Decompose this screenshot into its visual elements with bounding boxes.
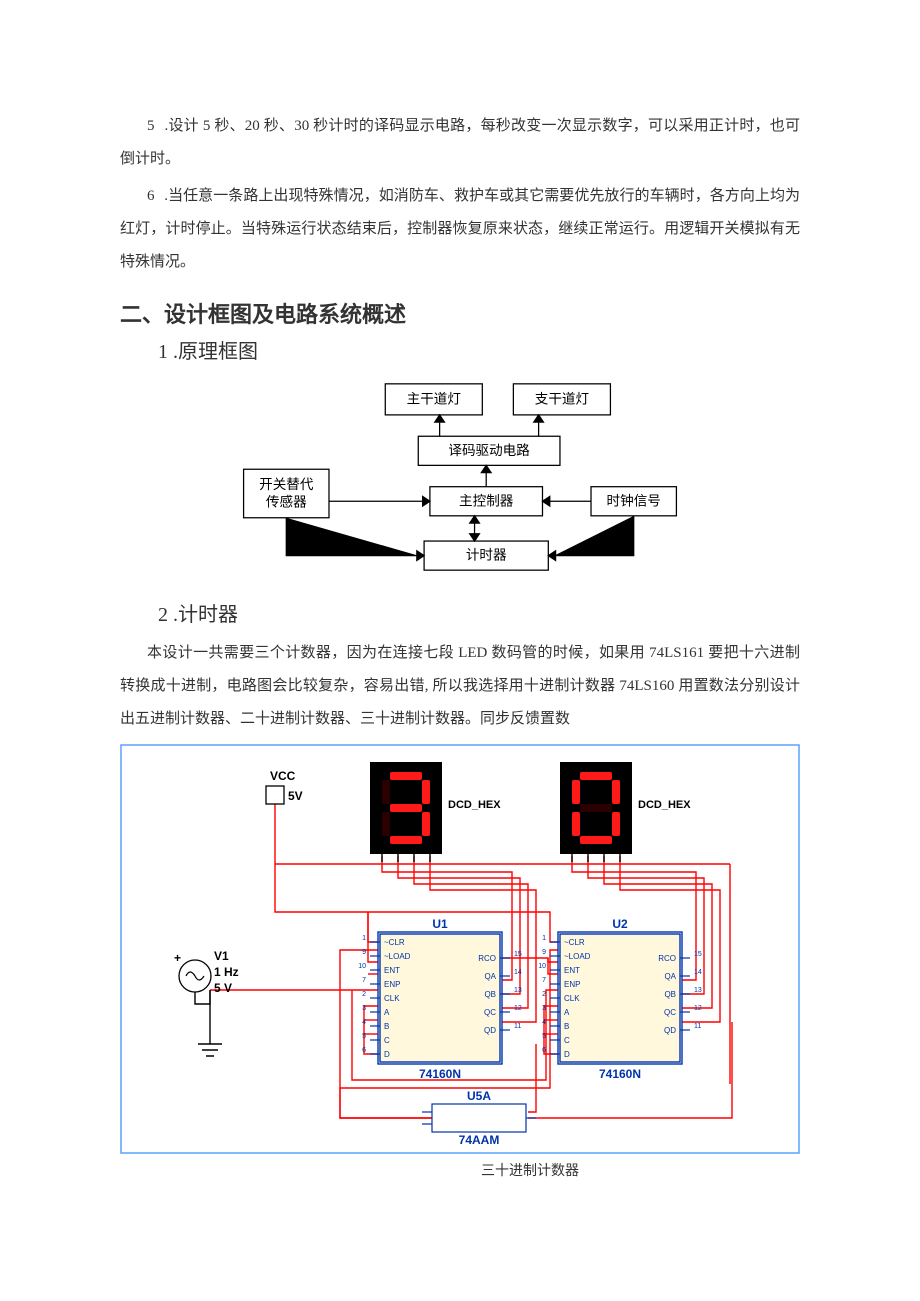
svg-text:RCO: RCO — [658, 954, 676, 963]
heading-subsection-2-1: 1 .原理框图 — [158, 335, 800, 364]
paragraph-6: 6 .当任意一条路上出现特殊情况，如消防车、救护车或其它需要优先放行的车辆时，各… — [120, 180, 800, 279]
svg-text:RCO: RCO — [478, 954, 496, 963]
svg-text:CLK: CLK — [564, 994, 580, 1003]
svg-text:V1: V1 — [214, 949, 229, 963]
list-number: 5 — [147, 118, 155, 134]
svg-text:2: 2 — [542, 991, 546, 998]
svg-text:C: C — [384, 1036, 390, 1045]
svg-text:5: 5 — [542, 1033, 546, 1040]
svg-text:QD: QD — [664, 1026, 676, 1035]
document-page: 5 .设计 5 秒、20 秒、30 秒计时的译码显示电路，每秒改变一次显示数字，… — [0, 0, 920, 1220]
svg-text:74AAM: 74AAM — [459, 1133, 500, 1147]
svg-text:计时器: 计时器 — [466, 548, 507, 563]
svg-text:14: 14 — [514, 969, 522, 976]
svg-text:3: 3 — [362, 1005, 366, 1012]
svg-text:VCC: VCC — [270, 769, 296, 783]
svg-text:15: 15 — [514, 951, 522, 958]
paragraph-text: .设计 5 秒、20 秒、30 秒计时的译码显示电路，每秒改变一次显示数字，可以… — [120, 118, 800, 167]
svg-text:~CLR: ~CLR — [384, 938, 405, 947]
svg-text:QD: QD — [484, 1026, 496, 1035]
list-number: 6 — [147, 188, 155, 204]
svg-text:ENP: ENP — [384, 980, 400, 989]
svg-text:QA: QA — [484, 972, 496, 981]
svg-text:11: 11 — [514, 1023, 521, 1030]
svg-text:5: 5 — [362, 1033, 366, 1040]
svg-text:ENT: ENT — [564, 966, 580, 975]
svg-text:U2: U2 — [612, 917, 628, 931]
svg-text:6: 6 — [542, 1047, 546, 1054]
svg-text:DCD_HEX: DCD_HEX — [638, 799, 691, 811]
svg-text:支干道灯: 支干道灯 — [535, 391, 590, 406]
svg-text:B: B — [384, 1022, 389, 1031]
svg-text:4: 4 — [542, 1019, 546, 1026]
heading-section-2: 二、设计框图及电路系统概述 — [120, 297, 800, 329]
svg-text:74160N: 74160N — [419, 1067, 461, 1081]
svg-text:12: 12 — [694, 1005, 702, 1012]
svg-text:2: 2 — [362, 991, 366, 998]
svg-text:C: C — [564, 1036, 570, 1045]
svg-text:15: 15 — [694, 951, 702, 958]
svg-text:10: 10 — [538, 963, 546, 970]
figure-caption: 三十进制计数器 — [260, 1160, 800, 1180]
svg-text:QB: QB — [664, 990, 676, 999]
svg-text:ENP: ENP — [564, 980, 580, 989]
svg-text:4: 4 — [362, 1019, 366, 1026]
svg-text:主控制器: 主控制器 — [459, 493, 514, 508]
block-diagram: 主干道灯 支干道灯译码驱动电路开关替代传感器 主控制器 时钟信号计时器 — [230, 374, 690, 580]
circuit-diagram: VCC 5V + V1 1 Hz 5 V DCD_HEX DCD_HEX U1 ~CLR 1 ~LOA… — [120, 744, 800, 1154]
svg-text:D: D — [564, 1050, 570, 1059]
svg-text:~LOAD: ~LOAD — [384, 952, 411, 961]
svg-text:5V: 5V — [288, 789, 303, 803]
svg-text:5 V: 5 V — [214, 981, 232, 995]
svg-text:主干道灯: 主干道灯 — [407, 391, 462, 406]
svg-text:译码驱动电路: 译码驱动电路 — [448, 443, 530, 458]
svg-text:B: B — [564, 1022, 569, 1031]
heading-subsection-2-2: 2 .计时器 — [158, 598, 800, 627]
svg-text:7: 7 — [542, 977, 546, 984]
svg-text:A: A — [384, 1008, 390, 1017]
svg-text:~CLR: ~CLR — [564, 938, 585, 947]
paragraph-text: .当任意一条路上出现特殊情况，如消防车、救护车或其它需要优先放行的车辆时，各方向… — [120, 188, 800, 270]
svg-text:U1: U1 — [432, 917, 448, 931]
svg-text:ENT: ENT — [384, 966, 400, 975]
svg-text:QB: QB — [484, 990, 496, 999]
svg-text:9: 9 — [542, 949, 546, 956]
svg-text:1: 1 — [542, 935, 546, 942]
svg-text:QC: QC — [484, 1008, 496, 1017]
svg-text:传感器: 传感器 — [266, 493, 307, 509]
svg-text:D: D — [384, 1050, 390, 1059]
svg-text:开关替代: 开关替代 — [259, 477, 314, 492]
svg-text:+: + — [174, 951, 181, 965]
svg-text:U5A: U5A — [467, 1089, 491, 1103]
svg-text:DCD_HEX: DCD_HEX — [448, 799, 501, 811]
svg-text:1: 1 — [362, 935, 366, 942]
svg-text:6: 6 — [362, 1047, 366, 1054]
svg-text:74160N: 74160N — [599, 1067, 641, 1081]
svg-text:1 Hz: 1 Hz — [214, 965, 239, 979]
svg-text:A: A — [564, 1008, 570, 1017]
svg-text:时钟信号: 时钟信号 — [607, 492, 661, 508]
svg-text:CLK: CLK — [384, 994, 400, 1003]
svg-text:11: 11 — [694, 1023, 701, 1030]
paragraph-timer: 本设计一共需要三个计数器，因为在连接七段 LED 数码管的时候，如果用 74LS… — [120, 637, 800, 736]
paragraph-5: 5 .设计 5 秒、20 秒、30 秒计时的译码显示电路，每秒改变一次显示数字，… — [120, 110, 800, 176]
svg-text:12: 12 — [514, 1005, 522, 1012]
svg-text:QC: QC — [664, 1008, 676, 1017]
svg-text:14: 14 — [694, 969, 702, 976]
svg-text:7: 7 — [362, 977, 366, 984]
svg-text:3: 3 — [542, 1005, 546, 1012]
svg-text:~LOAD: ~LOAD — [564, 952, 591, 961]
svg-text:9: 9 — [362, 949, 366, 956]
svg-text:10: 10 — [358, 963, 366, 970]
svg-text:13: 13 — [514, 987, 522, 994]
svg-text:QA: QA — [664, 972, 676, 981]
svg-text:13: 13 — [694, 987, 702, 994]
